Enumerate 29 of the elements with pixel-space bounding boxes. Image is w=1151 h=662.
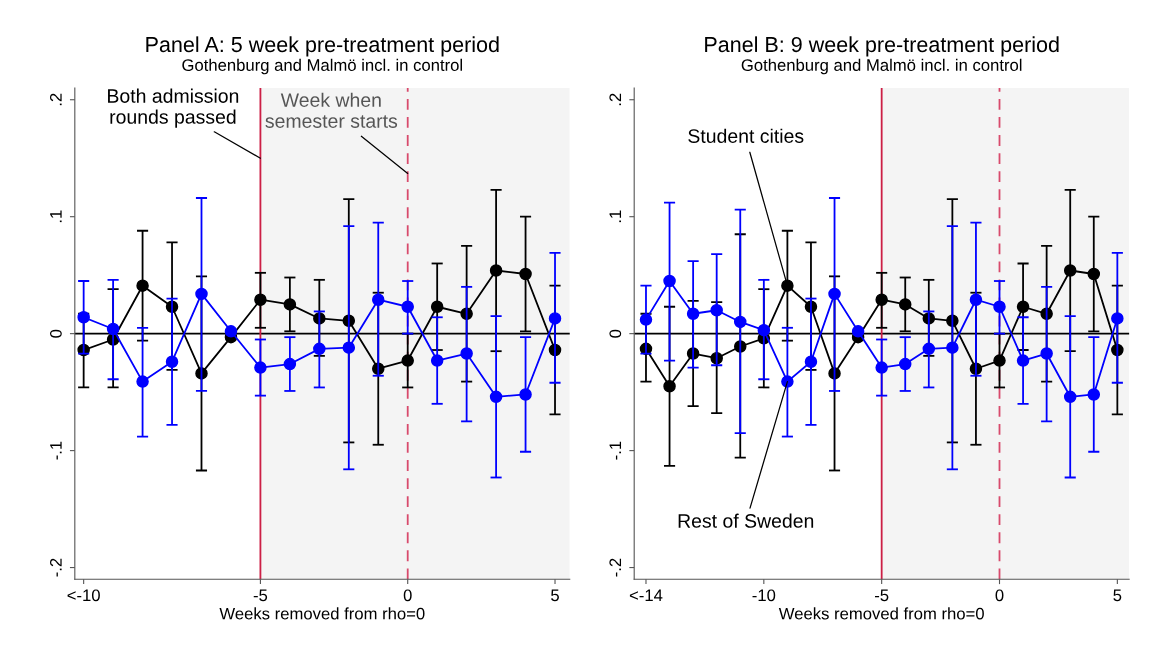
x-tick-label: 0 bbox=[403, 589, 412, 602]
chart-title: Panel B: 9 week pre-treatment period bbox=[705, 36, 1059, 57]
x-tick-label: 0 bbox=[995, 589, 1004, 602]
y-tick-label: -.2 bbox=[609, 558, 622, 577]
annotation: Both admission rounds passed bbox=[108, 88, 239, 128]
chart-title: Panel A: 5 week pre-treatment period bbox=[146, 36, 499, 57]
x-tick-label: -5 bbox=[253, 589, 268, 602]
y-tick-label: -.2 bbox=[50, 558, 62, 577]
x-tick-label: 5 bbox=[1113, 589, 1122, 602]
annotation: Week when semester starts bbox=[265, 92, 398, 128]
x-tick-label: <-14 bbox=[629, 589, 663, 602]
x-axis-title: Weeks removed from rho=0 bbox=[778, 607, 984, 620]
y-tick-label: .2 bbox=[50, 93, 62, 106]
y-tick-label: .1 bbox=[609, 210, 622, 223]
y-tick-label: .2 bbox=[609, 93, 622, 106]
y-tick-label: .1 bbox=[50, 210, 62, 223]
y-tick-label: -.1 bbox=[50, 441, 62, 460]
x-tick-label: <-10 bbox=[67, 589, 100, 602]
x-tick-label: -10 bbox=[752, 589, 776, 602]
y-tick-label: 0 bbox=[609, 329, 622, 338]
x-tick-label: 5 bbox=[551, 589, 559, 602]
x-tick-label: -5 bbox=[875, 589, 889, 602]
x-axis-title: Weeks removed from rho=0 bbox=[219, 607, 425, 620]
y-tick-label: -.1 bbox=[609, 441, 622, 460]
y-tick-label: 0 bbox=[50, 329, 62, 338]
text: Rest of Sweden bbox=[678, 513, 814, 528]
chart-subtitle: Gothenburg and Malmö incl. in control bbox=[741, 58, 1022, 75]
chart-subtitle: Gothenburg and Malmö incl. in control bbox=[182, 58, 462, 75]
text: Student cities bbox=[688, 128, 804, 143]
